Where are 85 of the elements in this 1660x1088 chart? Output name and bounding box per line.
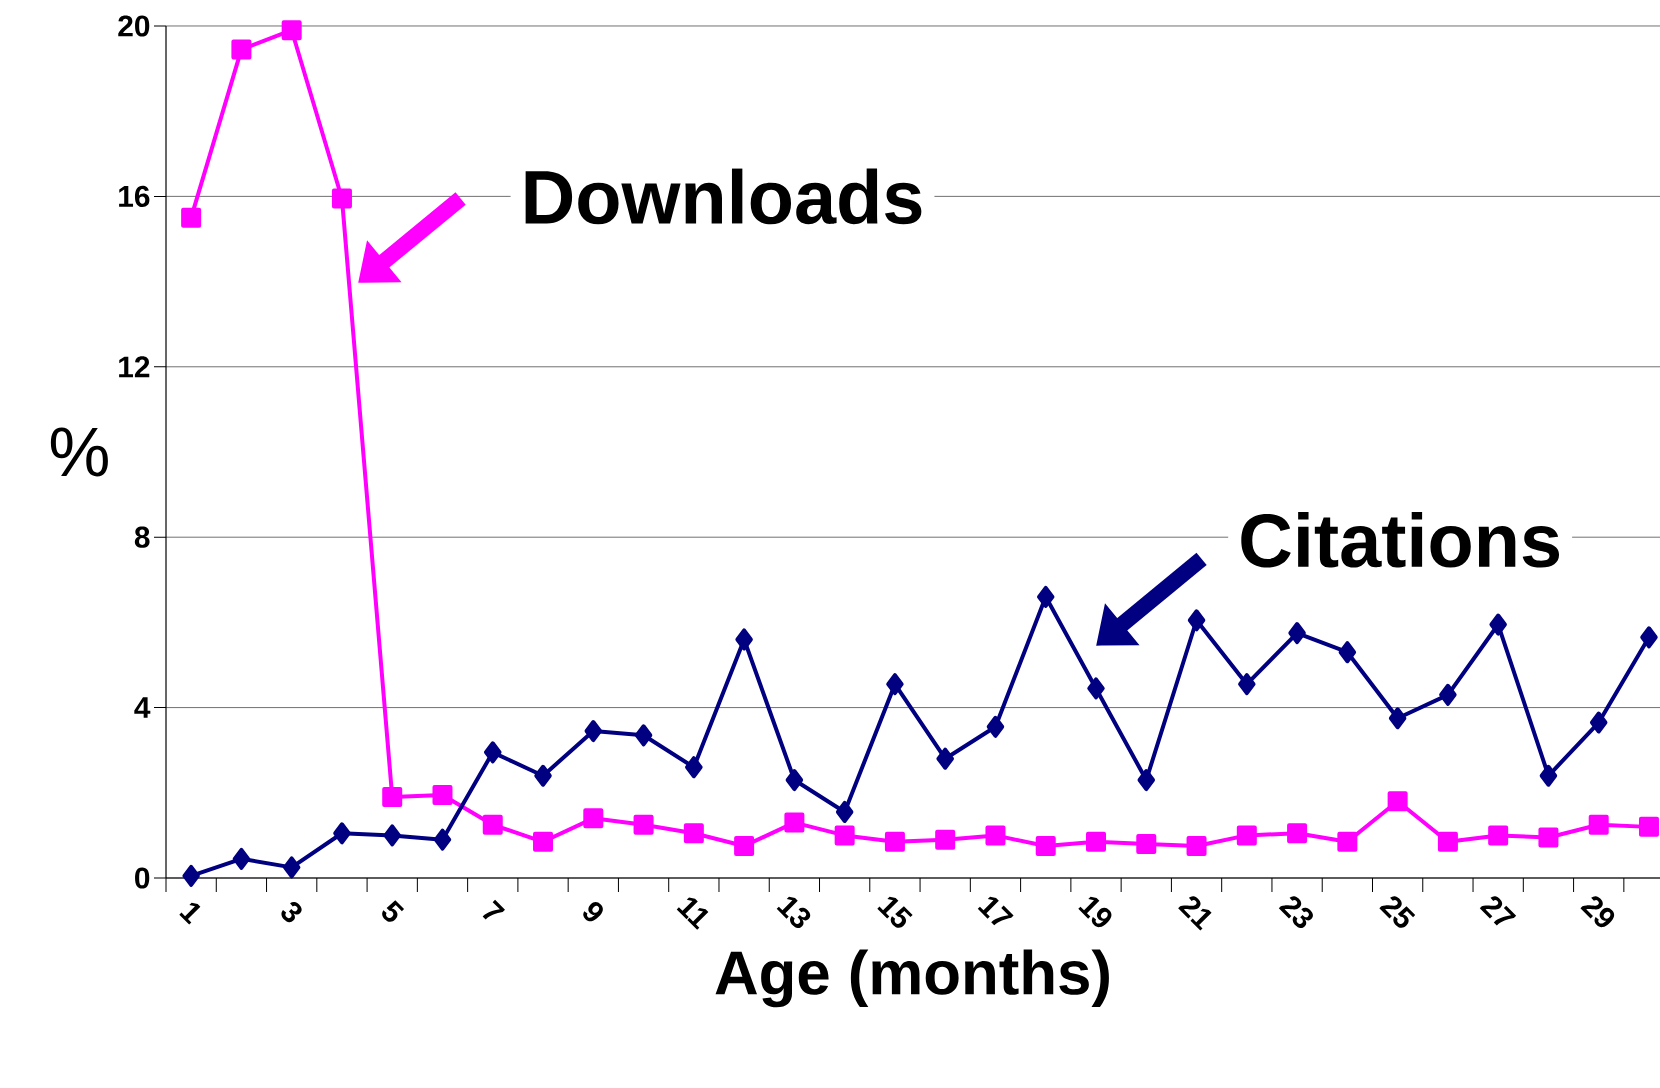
point xyxy=(734,836,755,857)
point xyxy=(533,831,554,852)
point xyxy=(433,828,452,851)
point xyxy=(482,814,503,835)
point xyxy=(683,823,704,844)
x-tick-label: 21 xyxy=(1178,896,1212,931)
x-tick-label: 25 xyxy=(1379,896,1416,928)
y-tick-label: 12 xyxy=(119,356,150,378)
point xyxy=(1488,825,1509,846)
point xyxy=(1036,585,1055,608)
point xyxy=(1086,831,1107,852)
x-tick-label: 29 xyxy=(1580,896,1615,928)
x-tick-label: 3 xyxy=(281,901,302,923)
point xyxy=(1640,626,1658,649)
point xyxy=(231,39,252,60)
point xyxy=(1388,707,1407,730)
point xyxy=(1137,769,1156,792)
point xyxy=(331,188,352,209)
point xyxy=(1087,677,1105,700)
point xyxy=(735,628,753,651)
point xyxy=(634,724,653,747)
point xyxy=(1638,816,1659,837)
point xyxy=(583,808,604,829)
point xyxy=(1238,673,1256,696)
point xyxy=(1287,823,1308,844)
point xyxy=(534,764,552,787)
point xyxy=(1187,609,1206,632)
x-tick-label: 7 xyxy=(482,899,505,920)
point xyxy=(1538,827,1559,848)
point xyxy=(1035,836,1056,857)
point xyxy=(884,831,905,852)
x-tick-label: 1 xyxy=(179,902,201,925)
point xyxy=(1387,791,1408,812)
point xyxy=(1439,683,1457,706)
point xyxy=(936,747,954,770)
y-tick-label: 20 xyxy=(118,15,150,37)
point xyxy=(383,824,401,847)
point xyxy=(986,715,1005,738)
point xyxy=(1337,831,1358,852)
point xyxy=(1136,833,1157,854)
point xyxy=(1236,825,1257,846)
point xyxy=(282,856,301,879)
point xyxy=(281,20,302,41)
x-axis-title: Age (months) xyxy=(715,949,1109,1008)
point xyxy=(1539,764,1558,787)
point xyxy=(785,769,804,792)
point xyxy=(1589,711,1608,734)
point xyxy=(835,800,854,823)
point xyxy=(633,814,654,835)
point xyxy=(935,829,956,850)
point xyxy=(432,784,453,805)
x-tick-label: 19 xyxy=(1078,896,1112,928)
point xyxy=(1437,831,1458,852)
x-tick-label: 23 xyxy=(1278,896,1313,929)
legend-label: Downloads xyxy=(525,168,922,225)
x-tick-label: 11 xyxy=(676,897,709,930)
point xyxy=(232,847,251,870)
point xyxy=(1288,622,1306,645)
point xyxy=(1588,814,1609,835)
x-tick-label: 9 xyxy=(583,901,603,922)
x-tick-label: 15 xyxy=(877,896,913,928)
point xyxy=(1489,613,1507,636)
y-tick-label: 16 xyxy=(119,185,150,207)
x-tick-label: 27 xyxy=(1479,896,1517,926)
legend-label: Citations xyxy=(1241,511,1560,568)
point xyxy=(484,741,502,764)
x-tick-label: 13 xyxy=(776,896,811,929)
point xyxy=(333,822,351,845)
x-tick-label: 5 xyxy=(382,900,405,922)
point xyxy=(182,864,200,887)
point xyxy=(886,673,904,696)
point xyxy=(784,812,805,833)
point xyxy=(584,720,603,743)
point xyxy=(181,207,202,228)
point xyxy=(1186,836,1207,857)
x-tick-label: 17 xyxy=(977,896,1014,926)
y-axis-title: % xyxy=(50,427,108,477)
y-tick-label: 4 xyxy=(134,697,151,718)
point xyxy=(685,756,703,779)
point xyxy=(834,825,855,846)
point xyxy=(1338,641,1357,664)
point xyxy=(985,825,1006,846)
point xyxy=(382,787,403,808)
y-tick-label: 8 xyxy=(134,526,150,548)
y-tick-label: 0 xyxy=(135,867,150,889)
